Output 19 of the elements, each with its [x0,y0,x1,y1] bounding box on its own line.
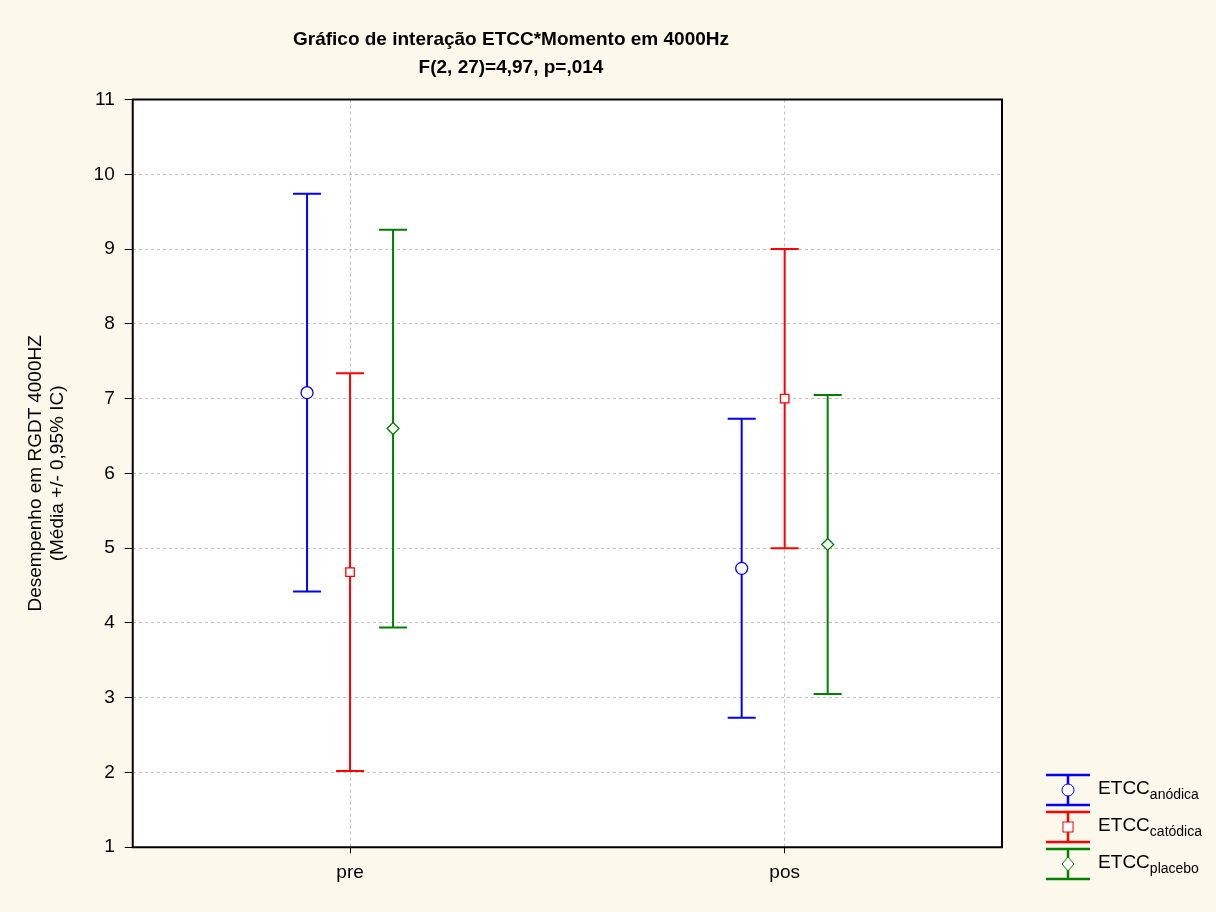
y-tick-label: 2 [104,760,115,782]
y-tick-label: 3 [104,685,115,707]
y-tick-label: 10 [93,162,115,184]
y-axis-title: Desempenho em RGDT 4000HZ (Média +/- 0,95% IC) [23,334,68,612]
x-tick-label: pos [769,860,800,882]
chart-title: Gráfico de interação ETCC*Momento em 4000Hz [292,27,730,49]
y-tick-label: 8 [104,312,115,334]
y-tick-label: 11 [95,87,115,109]
chart-subtitle: F(2, 27)=4,97, p=,014 [418,56,604,78]
y-tick-label: 6 [104,461,115,483]
x-tick-label: pre [336,860,364,882]
legend-label: ETCC$_{anódica}$ [1098,777,1199,802]
y-tick-label: 9 [104,237,115,259]
y-tick-label: 1 [104,835,115,857]
legend-label: ETCC$_{catódica}$ [1098,814,1202,839]
legend-label: ETCC$_{placebo}$ [1098,851,1199,876]
y-tick-label: 4 [104,611,116,633]
y-tick-label: 5 [104,536,115,558]
y-tick-label: 7 [104,386,115,408]
